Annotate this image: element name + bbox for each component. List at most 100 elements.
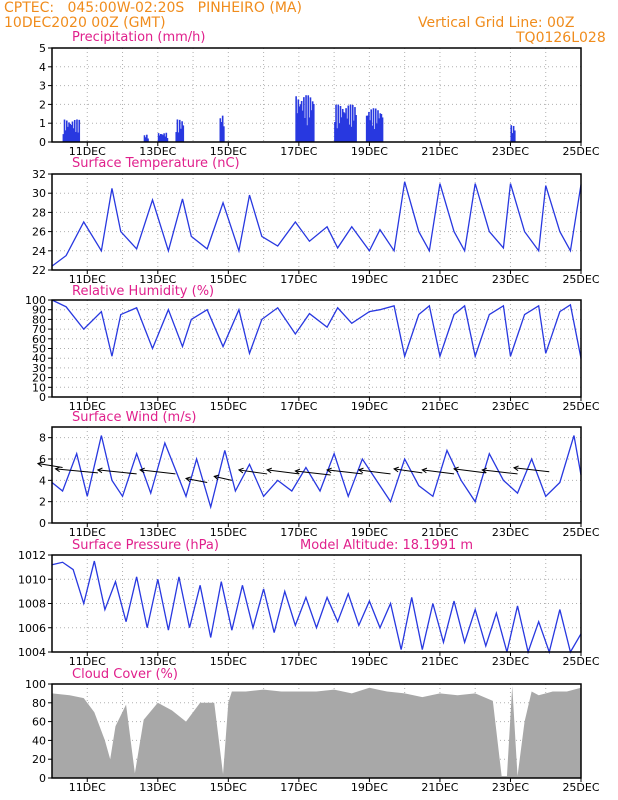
y-tick-label: 80 — [32, 697, 46, 710]
x-tick-label: 17DEC — [280, 145, 317, 158]
y-tick-label: 0 — [39, 517, 46, 530]
cloud-cover-area — [52, 685, 581, 778]
series-line — [51, 560, 582, 655]
precip-bar — [512, 125, 515, 142]
y-tick-label: 30 — [32, 187, 46, 200]
precip-bar — [343, 112, 345, 142]
x-tick-label: 23DEC — [492, 655, 529, 668]
y-tick-label: 30 — [32, 362, 46, 375]
precip-bar — [345, 108, 347, 142]
wind-arrow-head — [139, 467, 145, 474]
precip-bar — [348, 124, 351, 142]
x-tick-label: 23DEC — [492, 781, 529, 794]
y-tick-label: 5 — [39, 42, 46, 55]
precip-bar — [304, 118, 306, 142]
precip-bar — [62, 134, 65, 142]
precip-bar — [369, 120, 371, 142]
wind-arrow-head — [453, 466, 459, 473]
x-tick-label: 15DEC — [210, 781, 247, 794]
wind-arrow — [55, 468, 98, 474]
x-tick-label: 25DEC — [562, 145, 599, 158]
wind-arrow-head — [54, 466, 61, 473]
precip-bar — [374, 108, 377, 142]
y-tick-label: 50 — [32, 343, 46, 356]
x-tick-label: 11DEC — [69, 526, 106, 539]
x-tick-label: 11DEC — [69, 273, 106, 286]
panel-frame — [51, 683, 582, 779]
precip-bar — [381, 117, 384, 142]
wind-arrow-head — [294, 468, 301, 475]
precip-bar — [350, 126, 353, 142]
x-tick-label: 13DEC — [139, 655, 176, 668]
precip-bar — [346, 118, 348, 142]
panel-title: Cloud Cover (%) — [72, 667, 178, 682]
precip-bar — [162, 135, 164, 142]
precip-bar — [370, 109, 373, 142]
precip-bar — [163, 133, 165, 142]
x-tick-label: 11DEC — [69, 655, 106, 668]
precip-bar — [373, 129, 376, 142]
wind-arrow-head — [421, 467, 428, 474]
precip-bar — [161, 134, 163, 142]
precip-bar — [298, 106, 301, 142]
x-tick-label: 25DEC — [562, 273, 599, 286]
x-tick-label: 15DEC — [210, 145, 247, 158]
wind-arrow-head — [96, 467, 103, 474]
precip-bar — [353, 120, 355, 142]
x-tick-label: 13DEC — [139, 273, 176, 286]
wind-arrow — [513, 467, 550, 473]
wind-arrow — [185, 477, 208, 483]
precip-bar — [219, 118, 222, 142]
y-tick-label: 0 — [39, 772, 46, 785]
precip-bar — [354, 107, 356, 142]
x-tick-label: 13DEC — [139, 145, 176, 158]
precip-bar — [334, 122, 336, 142]
x-tick-label: 23DEC — [492, 400, 529, 413]
x-tick-label: 21DEC — [421, 526, 458, 539]
wind-arrow — [140, 469, 176, 475]
x-tick-label: 15DEC — [210, 655, 247, 668]
precip-bar — [312, 103, 315, 142]
x-tick-label: 19DEC — [351, 781, 388, 794]
precip-bar — [72, 128, 75, 142]
y-tick-label: 26 — [32, 226, 46, 239]
x-tick-label: 17DEC — [280, 273, 317, 286]
precip-bar — [158, 135, 161, 142]
y-tick-label: 90 — [32, 304, 46, 317]
x-tick-label: 11DEC — [69, 781, 106, 794]
precip-bar — [73, 120, 76, 142]
precip-bar — [295, 96, 297, 142]
y-tick-label: 100 — [25, 678, 46, 691]
precip-bar — [511, 133, 514, 142]
precip-bar — [311, 101, 314, 142]
x-tick-label: 21DEC — [421, 145, 458, 158]
wind-arrow-head — [393, 466, 399, 473]
precip-bar — [223, 126, 225, 142]
precip-bar — [166, 138, 169, 142]
x-tick-label: 25DEC — [562, 655, 599, 668]
precip-bar — [70, 125, 73, 142]
x-tick-label: 23DEC — [492, 273, 529, 286]
x-tick-label: 23DEC — [492, 145, 529, 158]
y-tick-label: 0 — [39, 136, 46, 149]
y-tick-label: 32 — [32, 168, 46, 181]
wind-arrow — [358, 469, 391, 475]
header-datetime: 10DEC2020 00Z (GMT) — [4, 15, 166, 31]
precip-bar — [71, 121, 74, 142]
panel-title: Surface Temperature (nC) — [72, 156, 240, 171]
x-tick-label: 19DEC — [351, 655, 388, 668]
precip-bar — [340, 117, 343, 142]
y-tick-label: 4 — [39, 61, 46, 74]
precip-bar — [220, 122, 223, 142]
wind-arrow — [422, 469, 455, 475]
y-tick-label: 40 — [32, 352, 46, 365]
y-tick-label: 4 — [39, 474, 46, 487]
precip-bar — [296, 113, 299, 142]
series-line — [51, 181, 582, 267]
precip-bar — [301, 110, 304, 142]
wind-arrow — [238, 469, 268, 475]
precip-bar — [339, 105, 342, 142]
precip-bar — [341, 108, 344, 142]
header-model-code: TQ0126L028 — [516, 30, 606, 46]
y-tick-label: 20 — [32, 753, 46, 766]
